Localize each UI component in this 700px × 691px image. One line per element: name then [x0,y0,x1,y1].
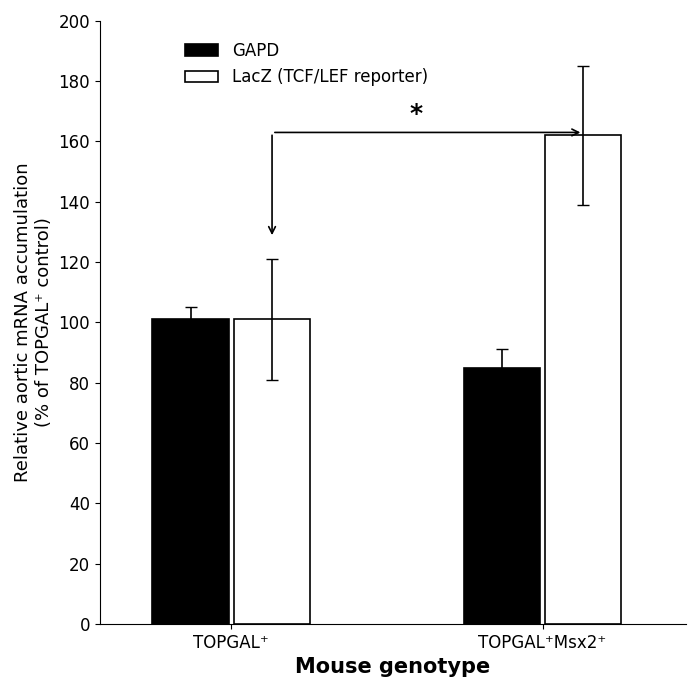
Legend: GAPD, LacZ (TCF/LEF reporter): GAPD, LacZ (TCF/LEF reporter) [178,35,435,93]
Bar [234,319,310,624]
Text: *: * [409,102,422,126]
X-axis label: Mouse genotype: Mouse genotype [295,657,491,677]
Bar [153,319,229,624]
Y-axis label: Relative aortic mRNA accumulation
(% of TOPGAL⁺ control): Relative aortic mRNA accumulation (% of … [14,162,52,482]
Bar [545,135,622,624]
Bar [463,368,540,624]
